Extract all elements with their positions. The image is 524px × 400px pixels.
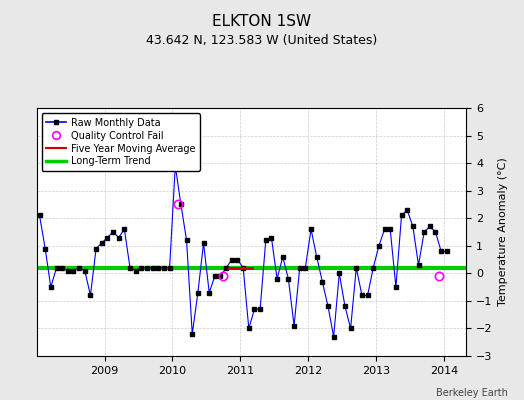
Text: ELKTON 1SW: ELKTON 1SW [212, 14, 312, 29]
Legend: Raw Monthly Data, Quality Control Fail, Five Year Moving Average, Long-Term Tren: Raw Monthly Data, Quality Control Fail, … [41, 113, 200, 171]
Y-axis label: Temperature Anomaly (°C): Temperature Anomaly (°C) [498, 158, 508, 306]
Text: Berkeley Earth: Berkeley Earth [436, 388, 508, 398]
Text: 43.642 N, 123.583 W (United States): 43.642 N, 123.583 W (United States) [146, 34, 378, 47]
